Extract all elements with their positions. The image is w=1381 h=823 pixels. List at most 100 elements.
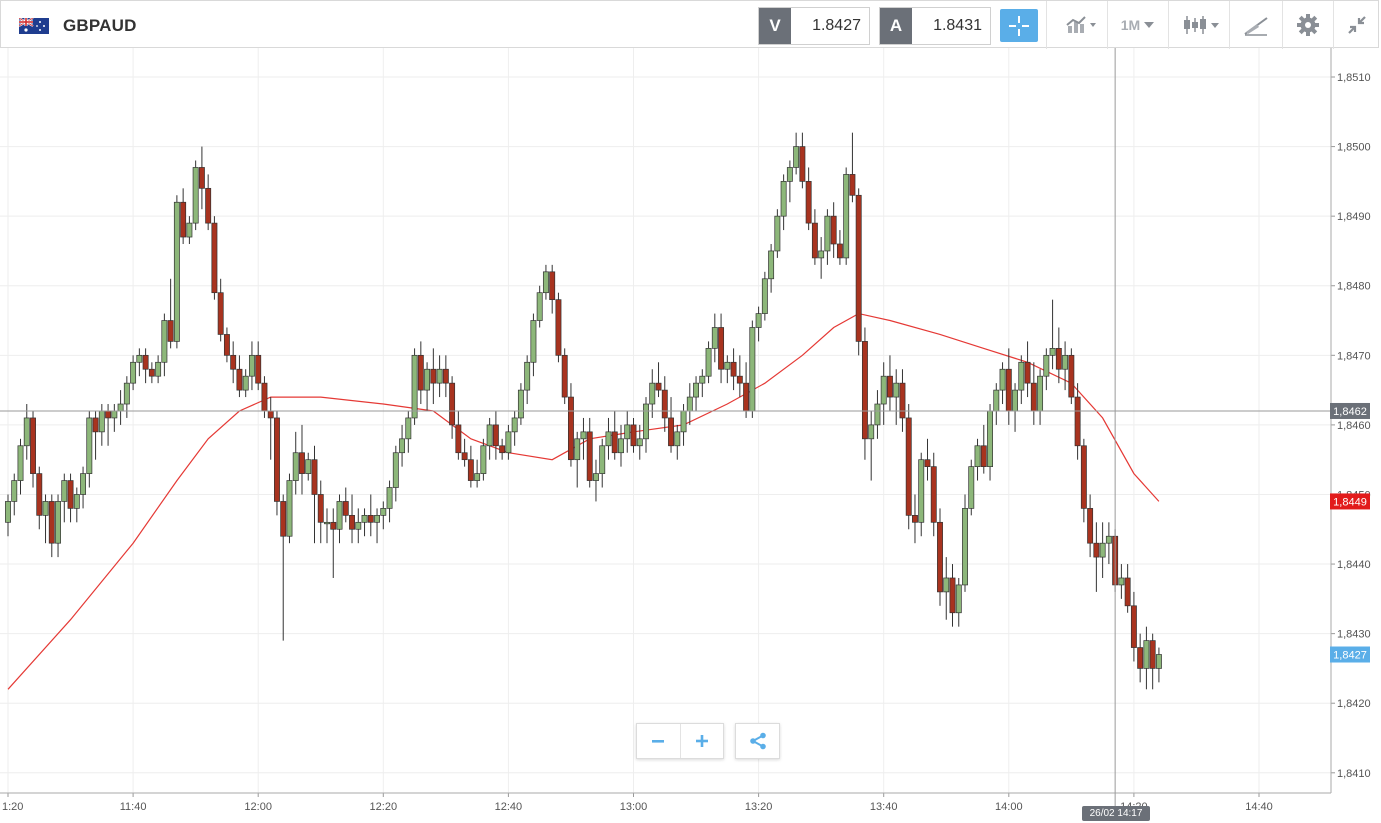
sell-price: 1.8427 <box>812 17 861 34</box>
candle <box>248 341 255 391</box>
candle-body <box>55 501 61 544</box>
candle-body <box>48 501 55 544</box>
candle-body <box>486 424 493 447</box>
candle <box>80 466 87 509</box>
candle <box>880 362 887 425</box>
candle-body <box>974 445 981 467</box>
candle <box>962 494 968 592</box>
candle <box>580 417 587 460</box>
candle-body <box>380 508 387 516</box>
candle <box>836 230 843 265</box>
collapse-icon <box>1348 16 1366 34</box>
x-tick-label: 13:00 <box>620 801 648 813</box>
candle-body <box>311 459 318 495</box>
candle-body <box>1099 542 1106 558</box>
candle-body <box>943 577 950 593</box>
candle-body <box>536 292 543 321</box>
candle-body <box>267 410 274 419</box>
x-tick-label: 14:40 <box>1245 801 1273 813</box>
candle-body <box>274 417 280 502</box>
candle <box>361 508 368 537</box>
candle <box>1062 341 1069 391</box>
x-tick-label: 12:40 <box>495 801 523 813</box>
sell-price-box[interactable]: V 1.8427 <box>758 7 870 45</box>
candle-body <box>567 396 574 461</box>
candle <box>311 445 318 544</box>
candle-body <box>574 438 581 461</box>
candle-body <box>905 417 912 516</box>
candle <box>455 410 462 460</box>
candle-body <box>186 222 193 238</box>
candle <box>123 376 130 418</box>
zoom-out-button[interactable] <box>637 724 681 758</box>
collapse-button[interactable] <box>1333 1 1380 49</box>
candle-body <box>786 167 793 182</box>
moving-average-line <box>7 312 1160 690</box>
candle <box>542 264 549 300</box>
settings-button[interactable] <box>1282 1 1333 49</box>
candle-body <box>467 459 474 481</box>
chart-type-button[interactable] <box>1046 1 1107 49</box>
candle-body <box>618 438 624 454</box>
candle-body <box>661 389 668 419</box>
candle <box>649 369 656 418</box>
candle-body <box>1037 375 1044 412</box>
candle <box>968 459 975 516</box>
candle <box>824 209 831 265</box>
candle-body <box>705 348 712 377</box>
candle <box>55 494 61 558</box>
x-tick-label: 13:40 <box>870 801 898 813</box>
candle <box>111 404 118 432</box>
price-chart[interactable]: 1,84101,84201,84301,84401,84501,84601,84… <box>0 48 1381 823</box>
candle-body <box>424 368 431 391</box>
buy-price-box[interactable]: A 1.8431 <box>879 7 991 45</box>
candle <box>349 494 355 544</box>
candle <box>861 327 868 460</box>
candle <box>61 473 68 523</box>
drawing-tools-button[interactable] <box>1229 1 1282 49</box>
candle <box>999 362 1006 405</box>
candle <box>499 438 506 460</box>
candle <box>461 438 468 467</box>
candle-body <box>511 417 518 433</box>
candle-body <box>73 494 80 509</box>
candle <box>755 306 762 342</box>
zoom-in-button[interactable] <box>681 724 724 758</box>
crosshair-button[interactable] <box>1000 9 1038 42</box>
candle-body <box>899 382 906 419</box>
candle <box>693 376 700 411</box>
candle-body <box>880 375 887 405</box>
candle <box>355 508 362 544</box>
candle <box>905 404 912 530</box>
buy-price: 1.8431 <box>933 17 982 34</box>
candle <box>386 480 393 523</box>
candle-body <box>768 250 775 280</box>
candle <box>1118 564 1125 599</box>
candle <box>442 355 449 398</box>
candle-style-button[interactable] <box>1168 1 1229 49</box>
plus-icon <box>695 735 708 747</box>
candle-body <box>261 382 268 412</box>
candle-body <box>962 508 968 586</box>
candle <box>505 424 512 460</box>
current-price-label-bg <box>1330 646 1370 663</box>
share-button[interactable] <box>735 723 780 759</box>
gear-icon <box>1297 14 1319 36</box>
candle <box>1037 369 1044 425</box>
candle <box>211 216 218 300</box>
candle <box>1093 522 1100 592</box>
candle <box>342 487 349 523</box>
y-tick-label: 1,8510 <box>1337 72 1371 84</box>
candle-body <box>843 174 850 259</box>
candle <box>1137 633 1144 683</box>
candle-body <box>330 521 337 530</box>
timeframe-dropdown[interactable]: 1M <box>1107 1 1168 49</box>
candle-body <box>449 382 456 426</box>
candle <box>636 424 643 460</box>
candle-body <box>173 201 180 342</box>
instrument-symbol: GBPAUD <box>63 16 137 35</box>
candle-body <box>324 521 330 525</box>
candle-body <box>386 487 393 509</box>
candle <box>843 167 850 265</box>
candle <box>830 202 837 258</box>
